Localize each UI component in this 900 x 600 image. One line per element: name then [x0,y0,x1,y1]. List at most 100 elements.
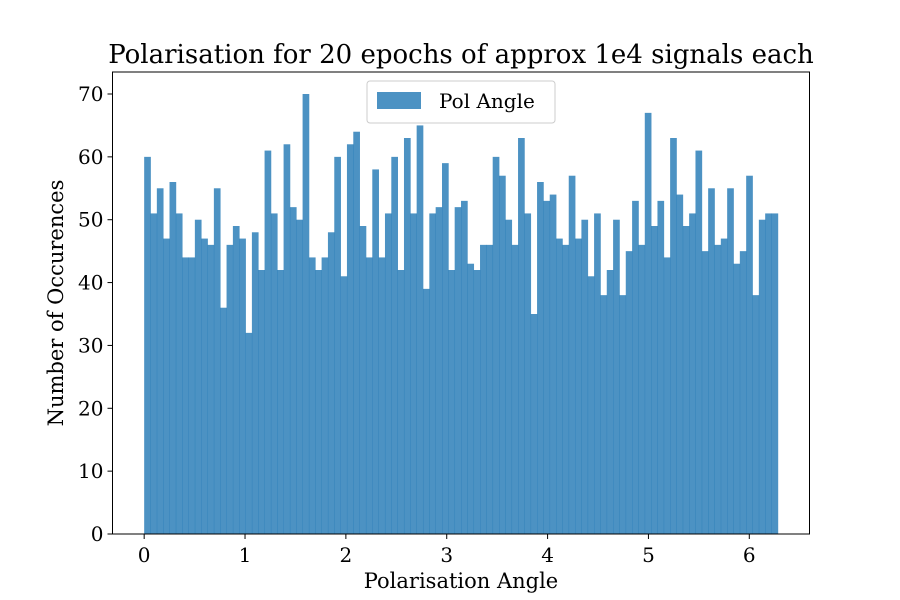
histogram-bar [537,182,544,534]
histogram-bar [613,219,620,534]
y-tick-label: 60 [78,145,103,169]
x-axis-label: Polarisation Angle [364,569,559,593]
histogram-bar [220,307,227,534]
histogram-bar [651,226,658,534]
histogram-bar [315,270,322,534]
histogram-bar [480,244,487,534]
x-tick-label: 2 [340,543,353,567]
y-tick-label: 70 [78,82,103,106]
y-axis-label: Number of Occurences [44,180,68,427]
histogram-bar [188,257,196,534]
y-tick-label: 20 [78,396,103,420]
histogram-bar [302,94,310,534]
histogram-bar [327,232,335,535]
histogram-bar [549,194,557,535]
histogram-bar [701,251,709,534]
histogram-bar [619,295,627,534]
histogram-bar [201,238,208,535]
histogram-bar [505,219,513,534]
y-tick-label: 30 [78,333,103,357]
histogram-bar [625,251,633,534]
histogram-bar [283,144,291,535]
y-tick-label: 50 [78,208,103,232]
histogram-bar [359,226,367,534]
histogram-bar [340,276,348,534]
histogram-bar [562,244,570,534]
histogram-bar [226,244,234,534]
histogram-bar [594,213,601,534]
histogram-bar [473,270,481,534]
histogram-bar [251,232,259,535]
histogram-bar [518,138,525,534]
y-tick-label: 10 [78,459,103,483]
histogram-bar [587,276,595,534]
histogram-bar [575,238,582,535]
histogram-bar [632,200,639,534]
histogram-bar [765,213,772,534]
histogram-bar [530,314,538,534]
histogram-bar [708,188,715,535]
histogram-bar [403,138,411,534]
y-axis-ticks: 0 10 20 30 40 50 60 70 [78,82,113,546]
histogram-bar [258,270,265,534]
histogram-bar [461,200,468,534]
histogram-bar [657,200,665,534]
histogram-bar [600,295,608,534]
histogram-bar [175,213,183,534]
histogram-bar [372,169,379,534]
histogram-bar [429,213,437,534]
histogram-bar [689,213,696,534]
histogram-bar [378,257,386,534]
histogram-bar [771,213,779,534]
histogram-bar [454,207,462,534]
histogram-bar [606,270,614,534]
histogram-bar [448,270,456,534]
histogram-bar [746,175,753,534]
x-axis-ticks: 0 1 2 3 4 5 6 [138,534,756,567]
legend-box [366,80,556,124]
histogram-bar [752,295,760,534]
histogram-bar [169,182,177,534]
histogram-bar [670,138,677,534]
histogram-bar [150,213,158,534]
histogram-bar [346,144,354,535]
histogram-bar [277,270,284,534]
histogram-bar [397,270,405,534]
histogram-bar [353,131,360,534]
histogram-bar [213,188,221,535]
histogram-bar [758,219,766,534]
histogram-bar [663,257,671,534]
histogram-bar [568,175,576,534]
x-tick-label: 3 [440,543,453,567]
histogram-bar [524,213,532,534]
histogram-bar [289,207,297,534]
histogram-bar [435,207,443,534]
histogram-bar [695,150,703,535]
legend: Pol Angle [366,80,556,124]
histogram-bar [264,150,272,535]
y-tick-label: 40 [78,271,103,295]
chart-title: Polarisation for 20 epochs of approx 1e4… [108,40,814,70]
histogram-bar [499,175,506,534]
histogram-bar [270,213,278,534]
histogram-bar [321,257,329,534]
histogram-bar [581,219,589,534]
histogram-bar [144,156,151,534]
histogram-bar [182,257,189,534]
histogram-bar [556,238,563,535]
x-tick-label: 5 [642,543,655,567]
histogram-bar [416,125,424,534]
histogram-bar [296,219,303,534]
histogram-bar [486,244,494,534]
x-tick-label: 6 [743,543,756,567]
legend-label: Pol Angle [439,89,535,113]
histogram-bar [441,163,449,534]
histogram-bar [365,257,373,534]
histogram-bar [334,156,341,534]
histogram-bars [144,94,779,535]
x-tick-label: 4 [541,543,554,567]
histogram-bar [492,156,500,534]
x-tick-label: 1 [239,543,252,567]
histogram-bar [422,288,430,534]
